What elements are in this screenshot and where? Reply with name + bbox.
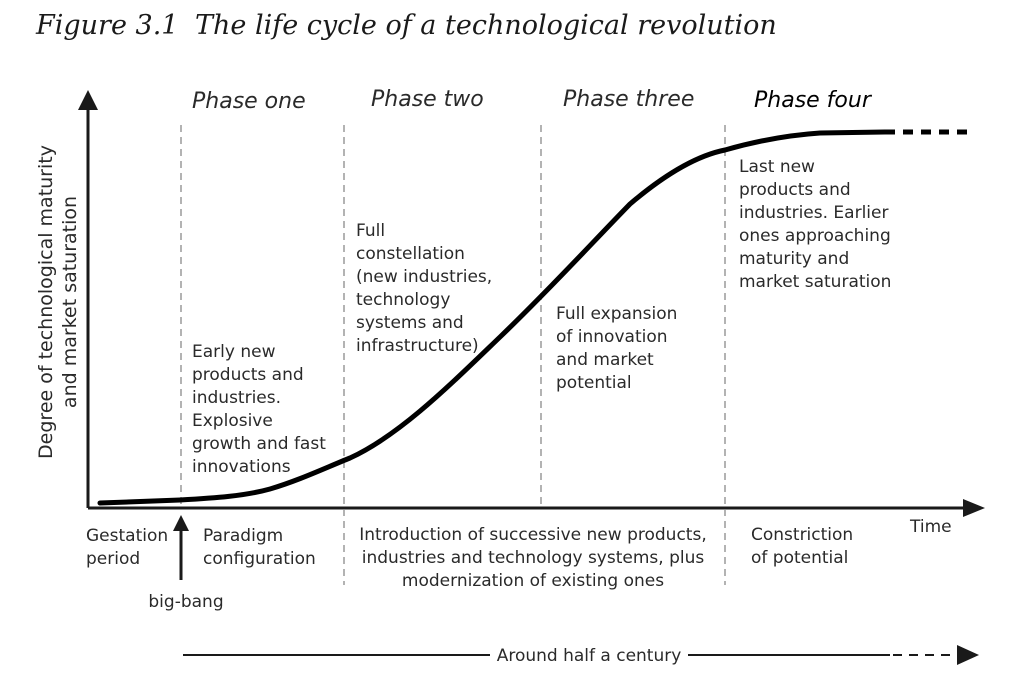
phase-three-note-line: potential	[556, 373, 632, 393]
phase-three-note-line: and market	[556, 350, 654, 370]
paradigm-label-line: Paradigm	[203, 526, 283, 546]
duration-label: Around half a century	[497, 646, 682, 666]
introduction-label-line: Introduction of successive new products,	[359, 525, 706, 545]
phase-four-note-line: ones approaching	[739, 226, 891, 246]
y-axis-label-line-2: and market saturation	[59, 196, 81, 408]
phase-two-note-line: Full	[356, 221, 385, 241]
phase-one-note-line: innovations	[192, 457, 291, 477]
x-axis-arrowhead	[963, 499, 985, 517]
big-bang-arrowhead	[173, 515, 189, 531]
y-axis-arrowhead	[78, 90, 98, 110]
introduction-label-line: industries and technology systems, plus	[362, 548, 705, 568]
phase-three-heading: Phase three	[563, 87, 694, 112]
gestation-label-line: Gestation	[86, 526, 168, 546]
introduction-label-line: modernization of existing ones	[402, 571, 664, 591]
phase-two-note-line: infrastructure)	[356, 336, 479, 356]
phase-one-note-line: growth and fast	[192, 434, 326, 454]
s-curve	[97, 129, 888, 506]
phase-four-note-line: products and	[739, 180, 851, 200]
phase-two-note-line: (new industries,	[356, 267, 492, 287]
paradigm-label-line: configuration	[203, 549, 316, 569]
phase-one-note-line: Early new	[192, 342, 276, 362]
phase-three-note-line: Full expansion	[556, 304, 677, 324]
figure-label: Figure 3.1	[35, 10, 178, 41]
constriction-label-line: of potential	[751, 548, 848, 568]
phase-one-note-line: industries.	[192, 388, 281, 408]
constriction-label-line: Constriction	[751, 525, 853, 545]
phase-one-heading: Phase one	[192, 89, 306, 114]
phase-one-note-line: Explosive	[192, 411, 273, 431]
x-axis-label: Time	[909, 517, 952, 537]
phase-four-note-line: market saturation	[739, 272, 891, 292]
figure-title: The life cycle of a technological revolu…	[195, 10, 777, 41]
phase-four-note-line: Last new	[739, 157, 815, 177]
gestation-label-line: period	[86, 549, 140, 569]
phase-one-note-line: products and	[192, 365, 304, 385]
phase-four-heading: Phase four	[754, 88, 873, 113]
phase-four-note-line: maturity and	[739, 249, 849, 269]
y-axis-label-line-1: Degree of technological maturity	[35, 145, 57, 459]
phase-three-note-line: of innovation	[556, 327, 668, 347]
phase-two-note-line: constellation	[356, 244, 465, 264]
phase-two-note-line: technology	[356, 290, 450, 310]
phase-four-note-line: industries. Earlier	[739, 203, 888, 223]
phase-two-note-line: systems and	[356, 313, 464, 333]
phase-two-heading: Phase two	[371, 87, 484, 112]
duration-arrowhead	[957, 645, 979, 665]
big-bang-label: big-bang	[148, 592, 223, 612]
